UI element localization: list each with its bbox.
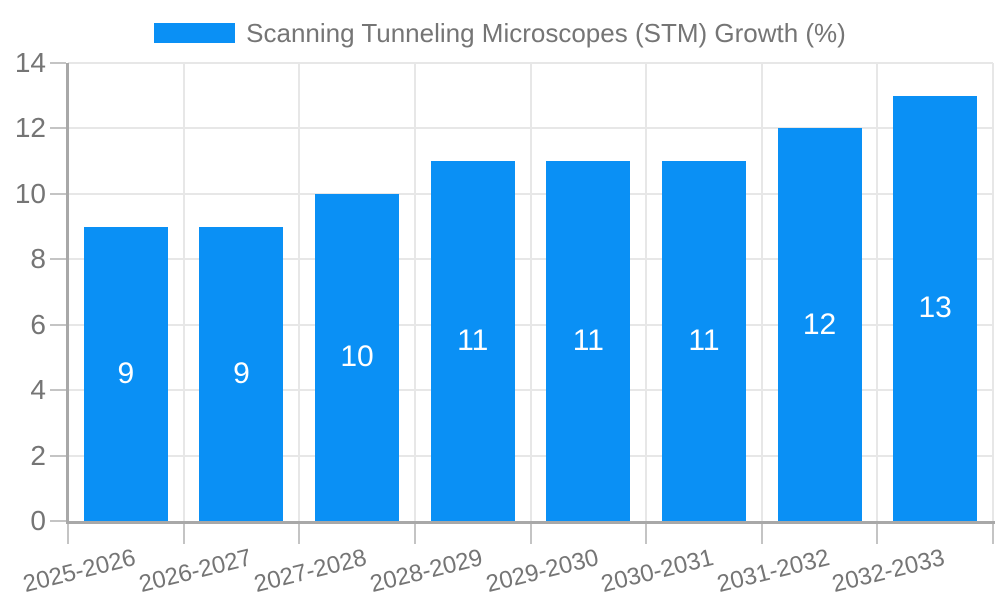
x-axis-label: 2027-2028 — [251, 544, 370, 598]
bar-value-label: 13 — [918, 291, 952, 325]
y-axis-label: 2 — [30, 439, 46, 471]
bar[interactable]: 10 — [315, 193, 400, 521]
x-axis-line — [66, 521, 995, 524]
bar-value-label: 10 — [340, 340, 374, 374]
bar-value-label: 11 — [457, 324, 489, 358]
chart-legend-item[interactable]: Scanning Tunneling Microscopes (STM) Gro… — [0, 17, 1000, 48]
y-axis-tick — [50, 192, 66, 195]
gridline-vertical — [760, 63, 763, 521]
x-axis-tick — [992, 524, 994, 544]
legend-label: Scanning Tunneling Microscopes (STM) Gro… — [246, 17, 846, 48]
y-axis-tick — [50, 127, 66, 130]
gridline-vertical — [413, 63, 416, 521]
y-axis-tick — [50, 520, 66, 522]
bar-value-label: 9 — [233, 356, 250, 390]
y-axis-tick — [50, 389, 66, 392]
gridline-vertical — [992, 63, 994, 521]
x-axis-tick — [182, 524, 185, 544]
gridline-vertical — [298, 63, 301, 521]
bar[interactable]: 11 — [430, 161, 515, 521]
bar-value-label: 12 — [802, 307, 837, 341]
bar[interactable]: 9 — [199, 226, 284, 521]
x-axis-tick — [645, 524, 648, 544]
y-axis-line — [66, 63, 69, 521]
x-axis-tick — [413, 524, 416, 544]
x-axis-label: 2026-2027 — [136, 544, 254, 598]
gridline-vertical — [876, 63, 879, 521]
bar-value-label: 11 — [688, 324, 720, 358]
bar-value-label: 9 — [117, 356, 135, 390]
bar[interactable]: 11 — [546, 161, 631, 521]
x-axis-tick — [760, 524, 763, 544]
bar-value-label: 11 — [572, 324, 604, 358]
x-axis-label: 2025-2026 — [20, 544, 139, 598]
x-axis-tick — [876, 524, 879, 544]
y-axis-label: 4 — [30, 374, 46, 406]
y-axis-label: 12 — [14, 112, 46, 144]
x-axis-tick — [67, 524, 69, 544]
gridline-vertical — [645, 63, 648, 521]
x-axis-label: 2032-2033 — [829, 544, 948, 598]
x-axis-label: 2028-2029 — [367, 544, 486, 598]
y-axis-label: 0 — [30, 505, 46, 536]
y-axis-tick — [50, 454, 66, 457]
gridline-vertical — [529, 63, 532, 521]
x-axis-label: 2030-2031 — [598, 544, 717, 598]
y-axis-label: 10 — [14, 177, 46, 209]
x-axis-label: 2031-2032 — [714, 544, 833, 598]
legend-swatch — [154, 23, 236, 43]
y-axis-label: 8 — [30, 243, 46, 275]
y-axis-tick — [50, 62, 66, 64]
bar[interactable]: 9 — [83, 226, 168, 521]
bar[interactable]: 11 — [661, 161, 746, 521]
y-axis-label: 6 — [30, 308, 46, 340]
x-axis-label: 2029-2030 — [482, 544, 601, 598]
bar[interactable]: 13 — [893, 95, 978, 521]
x-axis-tick — [298, 524, 301, 544]
gridline-vertical — [182, 63, 185, 521]
y-axis-tick — [50, 323, 66, 326]
bar[interactable]: 12 — [777, 128, 862, 521]
x-axis-tick — [529, 524, 532, 544]
y-axis-label: 14 — [14, 47, 46, 78]
y-axis-tick — [50, 258, 66, 261]
